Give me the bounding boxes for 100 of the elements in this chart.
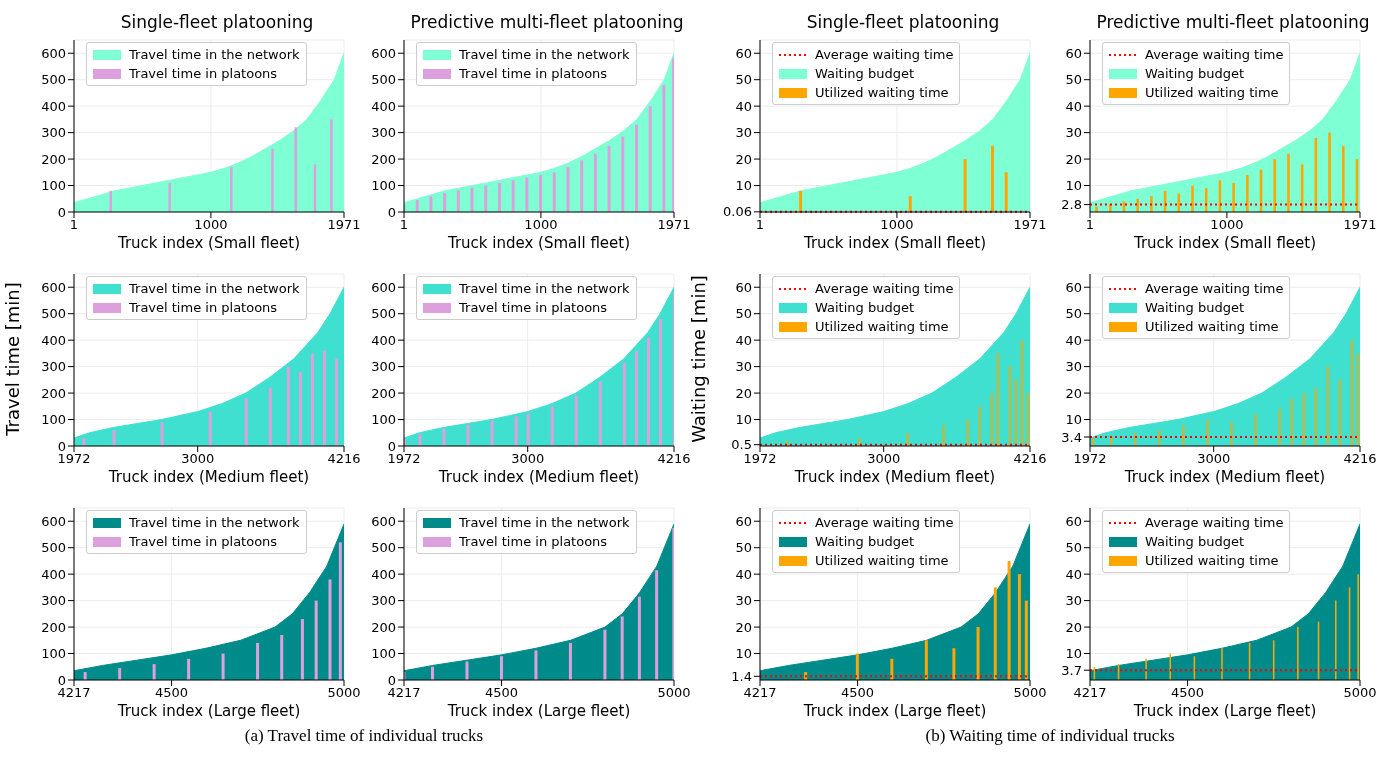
y-tick-label: 100 (41, 646, 66, 662)
legend-label: Average waiting time (815, 47, 954, 62)
legend-label: Average waiting time (1145, 47, 1284, 62)
y-tick-label: 0.06 (723, 204, 752, 220)
legend-label: Travel time in platoons (459, 66, 608, 81)
y-tick-label: 2.8 (1061, 197, 1082, 213)
y-tick-label: 0 (57, 672, 66, 688)
y-tick-label: 400 (41, 332, 66, 348)
x-tick-label: 1 (399, 217, 409, 233)
y-axis-title: Travel time [min] (1, 282, 23, 436)
y-tick-label: 300 (371, 125, 396, 141)
y-tick-label: 600 (371, 513, 396, 529)
legend-label: Average waiting time (1145, 515, 1284, 530)
x-axis-title: Truck index (Large fleet) (1132, 702, 1318, 720)
y-tick-label: 100 (371, 412, 396, 428)
y-tick-label: 20 (735, 385, 752, 401)
legend-label: Travel time in the network (129, 47, 300, 62)
x-tick-label: 1972 (1073, 451, 1107, 467)
y-tick-label: 300 (41, 593, 66, 609)
y-tick-label: 600 (41, 279, 66, 295)
x-tick-label: 4216 (657, 451, 691, 467)
y-tick-label: 1.4 (731, 668, 752, 684)
x-tick-label: 1972 (743, 451, 777, 467)
y-tick-label: 20 (735, 151, 752, 167)
y-tick-label: 60 (735, 279, 752, 295)
y-tick-label: 200 (371, 151, 396, 167)
legend-label: Waiting budget (815, 534, 915, 549)
x-tick-label: 4500 (155, 685, 189, 701)
y-tick-label: 400 (371, 566, 396, 582)
x-axis-title: Truck index (Medium fleet) (107, 468, 311, 486)
x-tick-label: 4216 (327, 451, 361, 467)
y-tick-label: 100 (371, 646, 396, 662)
y-tick-label: 30 (1065, 359, 1082, 375)
x-tick-label: 3000 (511, 451, 545, 467)
legend-label: Utilized waiting time (815, 319, 949, 334)
y-tick-label: 10 (735, 412, 752, 428)
y-tick-label: 400 (371, 98, 396, 114)
y-tick-label: 60 (735, 513, 752, 529)
x-tick-label: 1971 (1343, 217, 1377, 233)
y-tick-label: 40 (735, 566, 752, 582)
x-tick-label: 1000 (880, 217, 914, 233)
legend-label: Travel time in the network (129, 515, 300, 530)
legend-label: Travel time in platoons (129, 300, 278, 315)
y-tick-label: 3.7 (1061, 662, 1082, 678)
y-tick-label: 500 (41, 306, 66, 322)
x-tick-label: 4500 (485, 685, 519, 701)
y-tick-label: 0 (57, 204, 66, 220)
x-tick-label: 5000 (657, 685, 691, 701)
y-tick-label: 0 (387, 204, 396, 220)
y-tick-label: 200 (41, 619, 66, 635)
x-axis-title: Truck index (Medium fleet) (1123, 468, 1327, 486)
y-tick-label: 400 (41, 98, 66, 114)
x-tick-label: 4500 (841, 685, 875, 701)
y-tick-label: 60 (735, 45, 752, 61)
legend-label: Utilized waiting time (1145, 319, 1279, 334)
x-axis-title: Truck index (Large fleet) (446, 702, 632, 720)
y-tick-label: 40 (735, 98, 752, 114)
y-tick-label: 10 (735, 646, 752, 662)
legend-label: Waiting budget (1145, 300, 1245, 315)
x-tick-label: 4217 (57, 685, 91, 701)
y-tick-label: 30 (735, 359, 752, 375)
y-tick-label: 200 (371, 619, 396, 635)
y-tick-label: 30 (1065, 593, 1082, 609)
y-tick-label: 3.4 (1061, 429, 1082, 445)
y-tick-label: 500 (371, 540, 396, 556)
y-tick-label: 10 (1065, 412, 1082, 428)
y-tick-label: 60 (1065, 513, 1082, 529)
x-tick-label: 3000 (867, 451, 901, 467)
y-tick-label: 50 (1065, 306, 1082, 322)
y-tick-label: 30 (735, 125, 752, 141)
y-tick-label: 60 (1065, 279, 1082, 295)
x-tick-label: 1000 (524, 217, 558, 233)
legend-label: Travel time in the network (129, 281, 300, 296)
y-tick-label: 0 (387, 672, 396, 688)
y-tick-label: 400 (371, 332, 396, 348)
x-tick-label: 4217 (387, 685, 421, 701)
x-tick-label: 5000 (1343, 685, 1377, 701)
x-tick-label: 1972 (387, 451, 421, 467)
x-tick-label: 3000 (1197, 451, 1231, 467)
x-tick-label: 3000 (181, 451, 215, 467)
x-axis-title: Truck index (Large fleet) (802, 702, 988, 720)
x-tick-label: 4217 (743, 685, 777, 701)
y-tick-label: 50 (735, 72, 752, 88)
x-axis-title: Truck index (Small fleet) (1132, 234, 1318, 252)
text: (a) Travel time of individual trucks (243, 726, 485, 746)
legend-label: Utilized waiting time (815, 85, 949, 100)
chart-title: Single-fleet platooning (805, 11, 1001, 34)
y-tick-label: 300 (371, 359, 396, 375)
y-tick-label: 500 (371, 72, 396, 88)
legend-label: Waiting budget (1145, 66, 1245, 81)
y-tick-label: 200 (41, 385, 66, 401)
y-tick-label: 60 (1065, 45, 1082, 61)
x-tick-label: 4500 (1171, 685, 1205, 701)
y-tick-label: 30 (1065, 125, 1082, 141)
y-tick-label: 40 (735, 332, 752, 348)
y-tick-label: 20 (1065, 385, 1082, 401)
y-tick-label: 40 (1065, 98, 1082, 114)
legend-label: Travel time in platoons (459, 534, 608, 549)
legend-label: Waiting budget (815, 66, 915, 81)
y-tick-label: 20 (1065, 619, 1082, 635)
